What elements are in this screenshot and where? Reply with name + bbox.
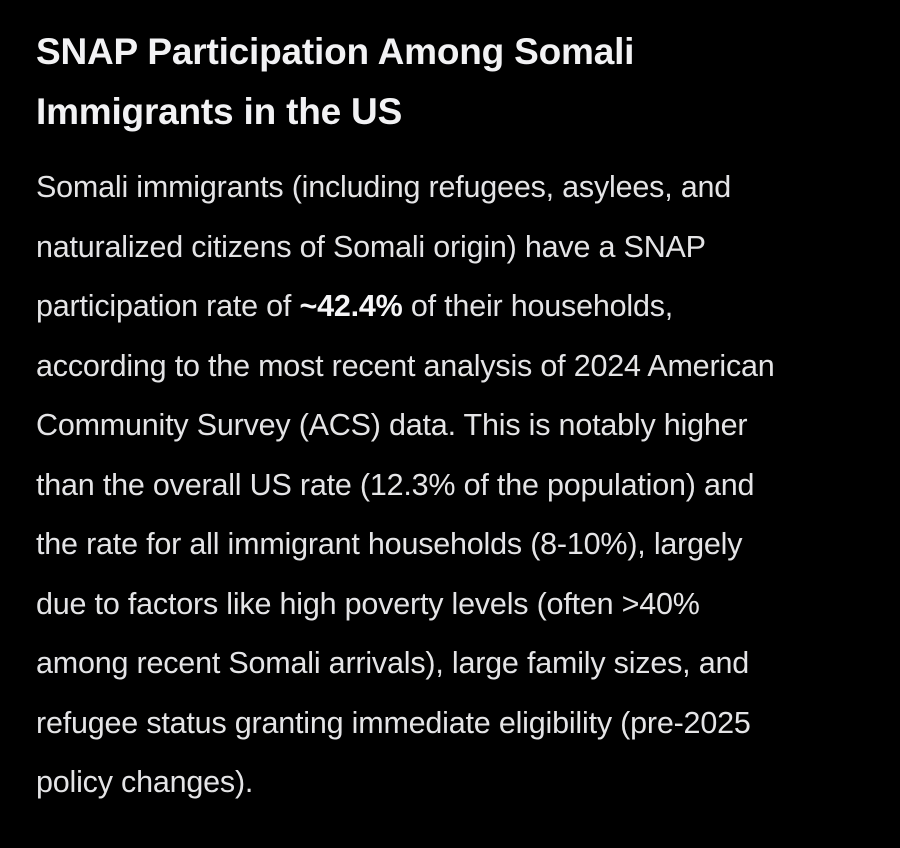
- body-line-6: than the overall US rate (12.3% of the p…: [36, 467, 755, 502]
- body-line-5: Community Survey (ACS) data. This is not…: [36, 408, 748, 442]
- body-line-3-start: participation rate of: [36, 289, 300, 323]
- title-line-2: Immigrants in the US: [36, 91, 403, 132]
- body-line-10: refugee status granting immediate eligib…: [36, 705, 751, 740]
- body-line-11: policy changes).: [36, 765, 254, 799]
- body-line-8: due to factors like high poverty levels …: [36, 586, 700, 621]
- body-line-3-end: of their households,: [402, 289, 674, 323]
- article-title: SNAP Participation Among Somali Immigran…: [36, 22, 896, 142]
- article-body: Somali immigrants (including refugees, a…: [36, 158, 896, 813]
- participation-rate-highlight: ~42.4%: [299, 289, 403, 323]
- article: SNAP Participation Among Somali Immigran…: [36, 22, 896, 813]
- body-line-2: naturalized citizens of Somali origin) h…: [36, 229, 706, 264]
- body-line-7: the rate for all immigrant households (8…: [36, 527, 743, 561]
- body-line-1: Somali immigrants (including refugees, a…: [36, 170, 732, 204]
- body-line-9: among recent Somali arrivals), large fam…: [36, 646, 750, 680]
- body-line-4: according to the most recent analysis of…: [36, 348, 775, 383]
- title-line-1: SNAP Participation Among Somali: [36, 31, 635, 72]
